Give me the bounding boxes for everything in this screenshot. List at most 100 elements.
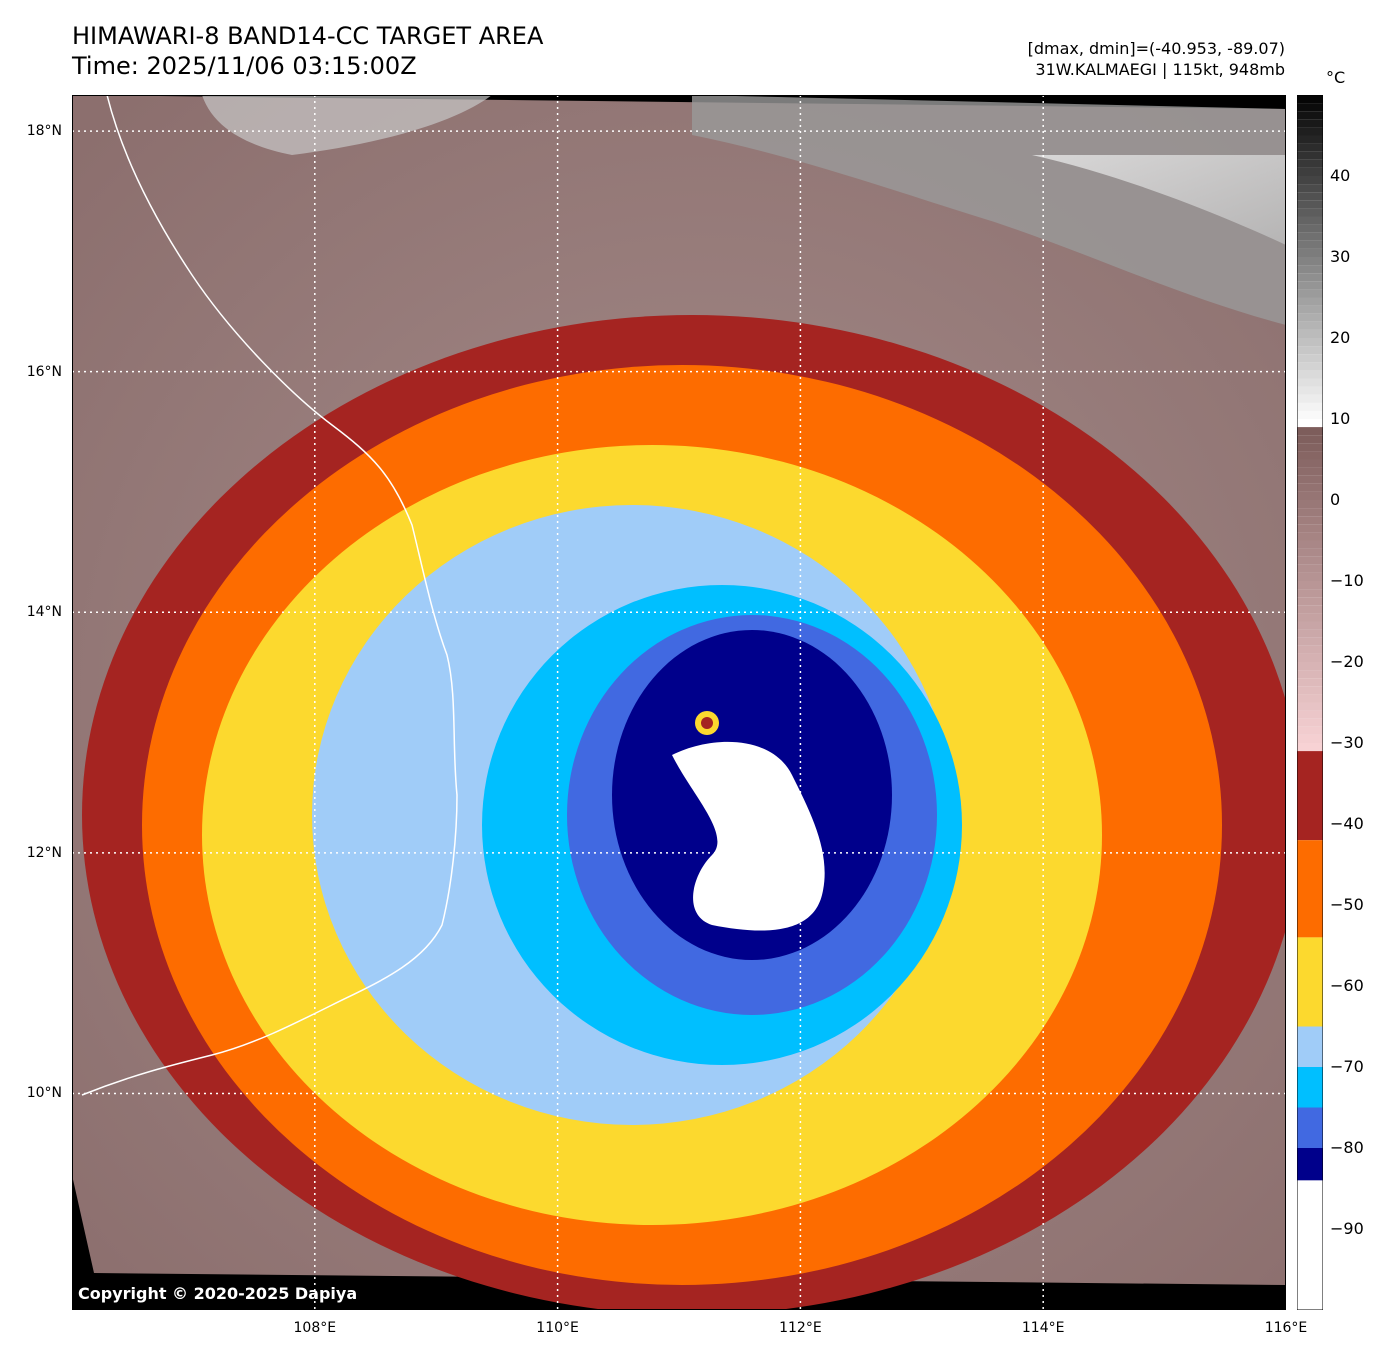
- chart-title: HIMAWARI-8 BAND14-CC TARGET AREA: [72, 22, 544, 50]
- lon-label: 116°E: [1264, 1320, 1308, 1336]
- colorbar-segment: [1297, 127, 1323, 136]
- colorbar-segment: [1297, 500, 1323, 509]
- colorbar-segment: [1297, 937, 1323, 1027]
- colorbar-segment: [1297, 629, 1323, 638]
- colorbar-segment: [1297, 313, 1323, 322]
- colorbar-segment: [1297, 1107, 1323, 1148]
- gridlines: [72, 95, 1286, 1310]
- colorbar-segment: [1297, 248, 1323, 257]
- colorbar-segment: [1297, 297, 1323, 306]
- colorbar-segment: [1297, 564, 1323, 573]
- colorbar-segment: [1297, 427, 1323, 436]
- colorbar-tick-label: −30: [1330, 733, 1364, 752]
- colorbar-segment: [1297, 605, 1323, 614]
- colorbar-segment: [1297, 273, 1323, 282]
- colorbar-segment: [1297, 1148, 1323, 1181]
- colorbar-segment: [1297, 540, 1323, 549]
- colorbar-tick-label: 40: [1330, 166, 1351, 185]
- colorbar-segment: [1297, 410, 1323, 419]
- colorbar-segment: [1297, 354, 1323, 363]
- colorbar-segment: [1297, 637, 1323, 646]
- colorbar-segment: [1297, 216, 1323, 225]
- colorbar-tick-label: −50: [1330, 895, 1364, 914]
- cold-high-cloud-north: [692, 95, 1286, 325]
- colorbar-segment: [1297, 95, 1323, 104]
- colorbar-segment: [1297, 751, 1323, 841]
- colorbar-segment: [1297, 151, 1323, 160]
- colorbar-segment: [1297, 176, 1323, 185]
- colorbar-segment: [1297, 840, 1323, 938]
- colorbar-segment: [1297, 483, 1323, 492]
- colorbar-segment: [1297, 305, 1323, 314]
- lon-label: 108°E: [293, 1320, 337, 1336]
- colorbar-segment: [1297, 459, 1323, 468]
- colorbar: [1297, 95, 1323, 1310]
- coastline: [81, 95, 458, 1096]
- colorbar-unit: °C: [1326, 68, 1346, 87]
- colorbar-tick-label: −60: [1330, 976, 1364, 995]
- colorbar-segment: [1297, 1180, 1323, 1310]
- colorbar-segment: [1297, 670, 1323, 679]
- colorbar-tick-label: 0: [1330, 490, 1341, 509]
- colorbar-segment: [1297, 281, 1323, 290]
- colorbar-segment: [1297, 718, 1323, 727]
- colorbar-segment: [1297, 1067, 1323, 1108]
- colorbar-segment: [1297, 734, 1323, 743]
- lon-label: 114°E: [1021, 1320, 1065, 1336]
- colorbar-tick-label: −80: [1330, 1138, 1364, 1157]
- colorbar-tick-label: 10: [1330, 409, 1351, 428]
- colorbar-segment: [1297, 653, 1323, 662]
- colorbar-segment: [1297, 694, 1323, 703]
- colorbar-segment: [1297, 443, 1323, 452]
- colorbar-segment: [1297, 394, 1323, 403]
- colorbar-segment: [1297, 613, 1323, 622]
- colorbar-tick-label: 30: [1330, 247, 1351, 266]
- colorbar-segment: [1297, 508, 1323, 517]
- colorbar-segment: [1297, 516, 1323, 525]
- colorbar-segment: [1297, 240, 1323, 249]
- colorbar-segment: [1297, 257, 1323, 266]
- colorbar-segment: [1297, 200, 1323, 209]
- colorbar-segment: [1297, 581, 1323, 590]
- colorbar-segment: [1297, 378, 1323, 387]
- copyright-text: Copyright © 2020-2025 Dapiya: [78, 1284, 358, 1303]
- colorbar-segment: [1297, 208, 1323, 217]
- colorbar-segment: [1297, 402, 1323, 411]
- colorbar-segment: [1297, 192, 1323, 201]
- colorbar-segment: [1297, 589, 1323, 598]
- colorbar-tick-label: −20: [1330, 652, 1364, 671]
- colorbar-segment: [1297, 159, 1323, 168]
- colorbar-segment: [1297, 556, 1323, 565]
- lat-label: 12°N: [26, 844, 62, 861]
- colorbar-segment: [1297, 532, 1323, 541]
- satellite-map: [72, 95, 1286, 1310]
- colorbar-segment: [1297, 135, 1323, 144]
- colorbar-segment: [1297, 686, 1323, 695]
- lat-label: 14°N: [26, 604, 62, 621]
- colorbar-segment: [1297, 265, 1323, 274]
- lat-label: 10°N: [26, 1085, 62, 1102]
- colorbar-segment: [1297, 467, 1323, 476]
- colorbar-segment: [1297, 621, 1323, 630]
- colorbar-segment: [1297, 321, 1323, 330]
- colorbar-segment: [1297, 346, 1323, 355]
- colorbar-segment: [1297, 645, 1323, 654]
- colorbar-segment: [1297, 386, 1323, 395]
- colorbar-tick-label: −90: [1330, 1219, 1364, 1238]
- colorbar-tick-label: 20: [1330, 328, 1351, 347]
- dmax-dmin-info: [dmax, dmin]=(-40.953, -89.07): [1027, 39, 1285, 58]
- chart-time: Time: 2025/11/06 03:15:00Z: [72, 52, 417, 80]
- colorbar-segment: [1297, 451, 1323, 460]
- colorbar-segment: [1297, 329, 1323, 338]
- lon-label: 112°E: [779, 1320, 822, 1336]
- colorbar-segment: [1297, 1026, 1323, 1067]
- colorbar-segment: [1297, 184, 1323, 193]
- colorbar-segment: [1297, 491, 1323, 500]
- colorbar-segment: [1297, 224, 1323, 233]
- colorbar-segment: [1297, 702, 1323, 711]
- colorbar-segment: [1297, 167, 1323, 176]
- colorbar-segment: [1297, 435, 1323, 444]
- colorbar-segment: [1297, 362, 1323, 371]
- colorbar-tick-label: −10: [1330, 571, 1364, 590]
- coldest-tops: [672, 741, 825, 931]
